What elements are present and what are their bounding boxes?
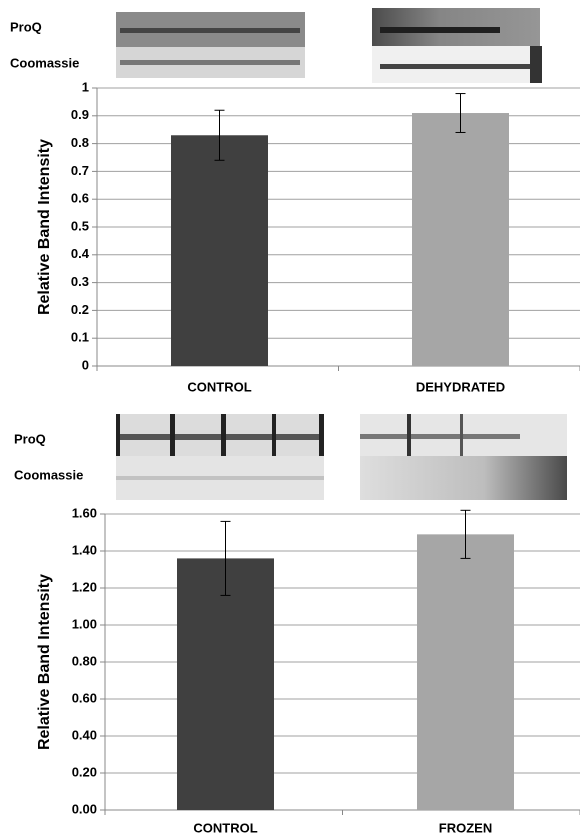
gel-lane: [407, 414, 411, 456]
x-tick-label: CONTROL: [193, 820, 257, 835]
gel-band: [380, 27, 500, 33]
blot-label: Coomassie: [10, 55, 79, 70]
y-tick-label: 0.8: [71, 135, 89, 150]
y-tick-label: 0.9: [71, 107, 89, 122]
x-tick-label: CONTROL: [187, 379, 251, 394]
bar: [177, 558, 274, 810]
y-tick-label: 0.4: [71, 246, 90, 261]
gel-lane: [460, 414, 463, 456]
gel: [360, 456, 567, 500]
y-tick-label: 0.5: [71, 218, 89, 233]
y-tick-label: 0.80: [72, 653, 97, 668]
gel-lane: [116, 414, 120, 456]
gel-lane: [272, 414, 276, 456]
gel-band: [116, 434, 324, 440]
gel-lane: [221, 414, 226, 456]
blot-label: Coomassie: [14, 467, 83, 482]
blot-label: ProQ: [10, 19, 42, 34]
y-tick-label: 0.20: [72, 764, 97, 779]
blots-bottom: [116, 414, 567, 500]
gel-edge: [530, 46, 542, 83]
y-tick-label: 0: [82, 357, 89, 372]
y-tick-label: 1.40: [72, 542, 97, 557]
blot-label: ProQ: [14, 431, 46, 446]
y-tick-label: 0.7: [71, 163, 89, 178]
bar: [417, 534, 514, 810]
y-tick-label: 1: [82, 79, 89, 94]
gel-lane: [319, 414, 324, 456]
y-tick-label: 0.2: [71, 302, 89, 317]
gel-band: [360, 434, 520, 439]
bar: [412, 113, 509, 367]
bar: [171, 135, 268, 366]
y-tick-label: 0.6: [71, 191, 89, 206]
gel-band: [120, 60, 300, 65]
y-tick-label: 0.60: [72, 690, 97, 705]
gel-band: [116, 476, 324, 480]
y-tick-label: 1.20: [72, 579, 97, 594]
y-tick-label: 1.60: [72, 505, 97, 520]
blots-top: [116, 8, 542, 83]
y-tick-label: 0.1: [71, 330, 89, 345]
gel-lane: [170, 414, 175, 456]
y-axis-label: Relative Band Intensity: [36, 139, 53, 315]
y-axis-label: Relative Band Intensity: [36, 574, 53, 750]
x-tick-label: FROZEN: [439, 820, 492, 835]
y-tick-label: 0.3: [71, 274, 89, 289]
x-tick-label: DEHYDRATED: [416, 379, 505, 394]
gel-band: [380, 64, 535, 69]
y-tick-label: 0.00: [72, 801, 97, 816]
y-tick-label: 1.00: [72, 616, 97, 631]
y-tick-label: 0.40: [72, 727, 97, 742]
gel-band: [120, 28, 300, 33]
